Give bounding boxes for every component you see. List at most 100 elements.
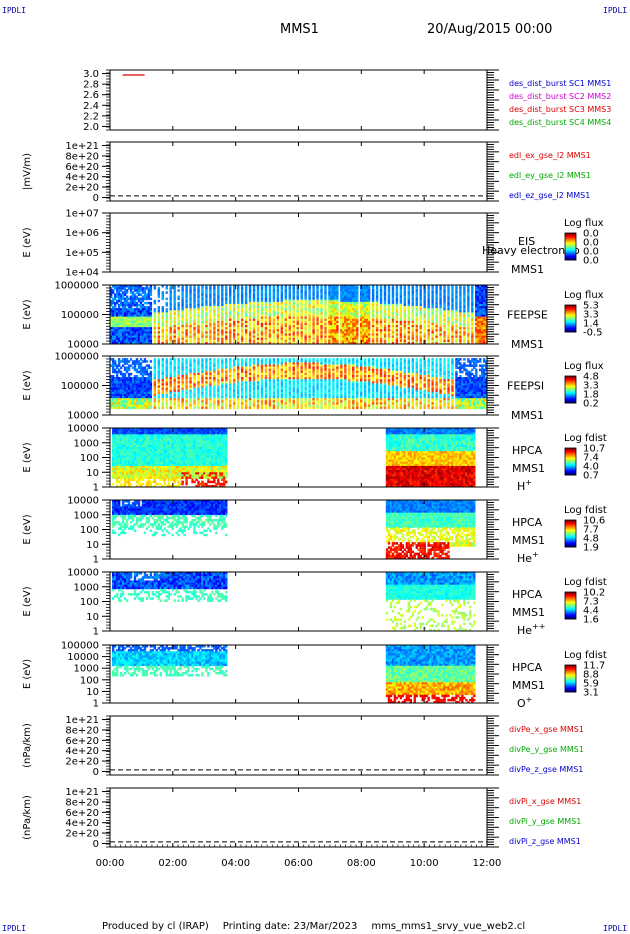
heatmap-cell bbox=[177, 404, 180, 407]
heatmap-cell bbox=[217, 377, 220, 380]
heatmap-cell bbox=[256, 406, 260, 410]
heatmap-cell bbox=[169, 327, 172, 330]
heatmap-cell bbox=[365, 303, 369, 307]
heatmap-cell bbox=[110, 398, 113, 401]
heatmap-cell bbox=[185, 297, 188, 301]
heatmap-cell bbox=[361, 314, 365, 318]
heatmap-cell bbox=[125, 331, 129, 334]
heatmap-cell bbox=[133, 318, 137, 322]
heatmap-cell bbox=[131, 381, 135, 384]
heatmap-cell bbox=[475, 301, 478, 305]
heatmap-cell bbox=[272, 331, 276, 334]
heatmap-cell bbox=[292, 393, 295, 397]
heatmap-cell bbox=[403, 337, 407, 341]
heatmap-cell bbox=[272, 285, 276, 288]
heatmap-cell bbox=[455, 333, 458, 336]
heatmap-cell bbox=[296, 387, 299, 391]
heatmap-cell bbox=[455, 335, 458, 339]
heatmap-cell bbox=[137, 383, 141, 386]
heatmap-cell bbox=[110, 333, 113, 336]
heatmap-cell bbox=[225, 393, 228, 397]
heatmap-cell bbox=[133, 333, 137, 336]
heatmap-cell bbox=[173, 322, 176, 326]
heatmap-cell bbox=[280, 400, 284, 403]
heatmap-cell bbox=[225, 339, 228, 343]
heatmap-cell bbox=[165, 333, 168, 336]
heatmap-cell bbox=[391, 301, 395, 305]
heatmap-cell bbox=[233, 293, 236, 296]
heatmap-cell bbox=[181, 372, 184, 376]
colorbar-swatch bbox=[565, 233, 576, 235]
heatmap-cell bbox=[312, 374, 315, 378]
heatmap-cell bbox=[177, 393, 180, 397]
heatmap-cell bbox=[276, 329, 280, 332]
heatmap-cell bbox=[189, 314, 192, 318]
heatmap-cell bbox=[431, 341, 434, 345]
heatmap-cell bbox=[229, 322, 232, 326]
heatmap-cell bbox=[399, 320, 403, 324]
heatmap-cell bbox=[147, 393, 151, 397]
heatmap-cell bbox=[264, 337, 268, 341]
heatmap-cell bbox=[117, 337, 121, 341]
heatmap-cell bbox=[320, 322, 323, 326]
heatmap-cell bbox=[324, 337, 327, 341]
heatmap-cell bbox=[363, 297, 367, 301]
heatmap-cell bbox=[209, 297, 212, 301]
heatmap-cell bbox=[217, 289, 220, 292]
heatmap-cell bbox=[342, 316, 345, 320]
heatmap-cell bbox=[360, 289, 363, 292]
heatmap-cell bbox=[229, 293, 232, 296]
heatmap-cell bbox=[288, 308, 291, 311]
heatmap-cell bbox=[423, 289, 426, 292]
heatmap-cell bbox=[145, 316, 149, 320]
heatmap-cell bbox=[213, 398, 216, 401]
heatmap-cell bbox=[316, 287, 319, 290]
heatmap-cell bbox=[139, 368, 143, 372]
heatmap-cell bbox=[135, 291, 139, 294]
heatmap-cell bbox=[161, 339, 164, 343]
heatmap-cell bbox=[143, 329, 147, 332]
heatmap-cell bbox=[479, 327, 482, 330]
heatmap-cell bbox=[221, 370, 224, 374]
heatmap-cell bbox=[229, 303, 232, 307]
heatmap-cell bbox=[189, 362, 192, 365]
heatmap-cell bbox=[169, 341, 172, 345]
heatmap-cell bbox=[419, 325, 422, 328]
heatmap-cell bbox=[316, 364, 319, 367]
heatmap-cell bbox=[399, 308, 403, 311]
heatmap-cell bbox=[272, 291, 276, 294]
heatmap-cell bbox=[427, 341, 430, 345]
heatmap-cell bbox=[304, 362, 307, 365]
heatmap-cell bbox=[439, 295, 442, 299]
heatmap-cell bbox=[320, 368, 323, 372]
heatmap-cell bbox=[479, 316, 482, 320]
heatmap-cell bbox=[123, 331, 127, 334]
heatmap-cell bbox=[336, 314, 339, 318]
heatmap-cell bbox=[119, 322, 123, 326]
heatmap-cell bbox=[209, 381, 212, 384]
heatmap-cell bbox=[411, 306, 414, 309]
heatmap-cell bbox=[240, 322, 244, 326]
heatmap-cell bbox=[133, 308, 137, 311]
heatmap-cell bbox=[455, 301, 458, 305]
heatmap-cell bbox=[233, 318, 236, 322]
heatmap-cell bbox=[383, 289, 387, 292]
heatmap-cell bbox=[365, 308, 369, 311]
heatmap-cell bbox=[336, 287, 339, 290]
heatmap-cell bbox=[330, 314, 333, 318]
heatmap-cell bbox=[276, 301, 280, 305]
heatmap-cell bbox=[407, 306, 411, 309]
heatmap-cell bbox=[189, 368, 192, 372]
heatmap-cell bbox=[252, 383, 256, 386]
heatmap-cell bbox=[419, 291, 422, 294]
heatmap-cell bbox=[119, 402, 123, 405]
heatmap-cell bbox=[304, 385, 307, 389]
heatmap-cell bbox=[123, 374, 127, 378]
heatmap-cell bbox=[308, 329, 311, 332]
heatmap-cell bbox=[145, 379, 149, 382]
heatmap-cell bbox=[272, 299, 276, 303]
heatmap-cell bbox=[221, 404, 224, 407]
heatmap-cell bbox=[264, 398, 268, 401]
heatmap-cell bbox=[169, 374, 172, 378]
